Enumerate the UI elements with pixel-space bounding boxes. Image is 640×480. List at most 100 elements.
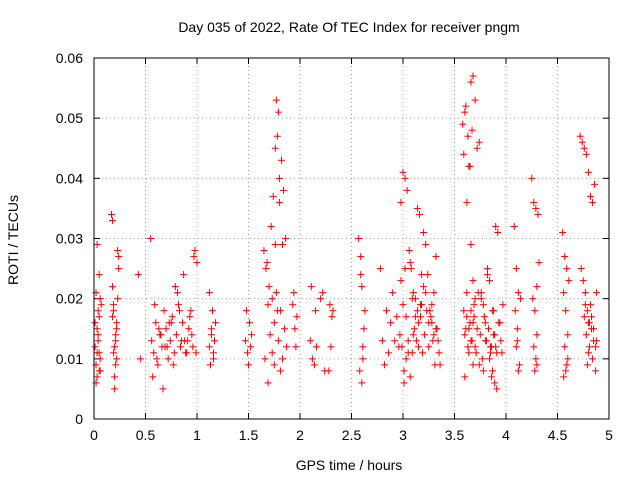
data-point xyxy=(358,379,366,387)
data-point xyxy=(479,367,487,375)
data-point xyxy=(134,271,142,279)
data-point xyxy=(246,319,254,327)
data-point xyxy=(430,331,438,339)
data-point xyxy=(412,337,420,345)
data-point xyxy=(401,174,409,182)
data-point xyxy=(110,349,118,357)
data-point xyxy=(516,295,524,303)
data-point xyxy=(205,289,213,297)
data-point xyxy=(583,361,591,369)
data-point xyxy=(172,331,180,339)
data-point xyxy=(460,307,468,315)
data-point xyxy=(469,319,477,327)
data-point xyxy=(561,253,569,261)
data-point xyxy=(430,289,438,297)
data-point xyxy=(406,259,414,267)
data-point xyxy=(376,265,384,273)
data-point xyxy=(531,367,539,375)
data-point xyxy=(479,301,487,309)
data-point xyxy=(164,355,172,363)
data-point xyxy=(494,228,502,236)
data-point xyxy=(356,367,364,375)
data-point xyxy=(483,265,491,273)
data-point xyxy=(495,319,503,327)
data-point xyxy=(582,331,590,339)
data-point xyxy=(584,168,592,176)
data-point xyxy=(512,343,520,351)
data-point xyxy=(533,283,541,291)
data-point xyxy=(136,355,144,363)
data-point xyxy=(564,355,572,363)
data-point xyxy=(564,331,572,339)
data-point xyxy=(474,289,482,297)
data-point xyxy=(307,283,315,291)
data-point xyxy=(413,204,421,212)
x-tick-label: 3.5 xyxy=(445,427,465,443)
data-point xyxy=(467,241,475,249)
data-point xyxy=(270,361,278,369)
x-tick-label: 3 xyxy=(399,427,407,443)
data-point xyxy=(397,198,405,206)
data-point xyxy=(115,253,123,261)
data-point xyxy=(290,289,298,297)
data-point xyxy=(93,241,101,249)
data-point xyxy=(417,301,425,309)
data-point xyxy=(185,325,193,333)
data-point xyxy=(513,325,521,333)
data-point xyxy=(419,349,427,357)
data-point xyxy=(261,355,269,363)
data-point xyxy=(562,307,570,315)
data-point xyxy=(319,289,327,297)
plot-frame xyxy=(93,57,610,420)
data-point xyxy=(492,343,500,351)
data-point xyxy=(111,373,119,381)
data-point xyxy=(360,325,368,333)
data-point xyxy=(475,138,483,146)
data-point xyxy=(150,349,158,357)
data-point xyxy=(329,307,337,315)
data-point xyxy=(475,361,483,369)
data-point xyxy=(425,343,433,351)
data-point xyxy=(533,361,541,369)
data-point xyxy=(427,313,435,321)
grid-lines xyxy=(94,58,609,419)
data-point xyxy=(163,343,171,351)
data-point xyxy=(264,301,272,309)
data-point xyxy=(270,319,278,327)
data-point xyxy=(208,307,216,315)
data-point xyxy=(160,307,168,315)
x-tick-label: 0 xyxy=(90,427,98,443)
data-point xyxy=(268,295,276,303)
data-point xyxy=(473,144,481,152)
data-point xyxy=(528,174,536,182)
data-point xyxy=(424,271,432,279)
data-point xyxy=(399,168,407,176)
data-point xyxy=(473,325,481,333)
data-point xyxy=(112,337,120,345)
data-point xyxy=(405,247,413,255)
data-point xyxy=(281,325,289,333)
data-point xyxy=(514,367,522,375)
data-point xyxy=(586,301,594,309)
data-point xyxy=(109,216,117,224)
data-point xyxy=(207,331,215,339)
data-point xyxy=(151,301,159,309)
y-tick-label: 0.05 xyxy=(56,110,83,126)
data-point xyxy=(577,265,585,273)
y-tick-label: 0.06 xyxy=(56,50,83,66)
data-point xyxy=(471,343,479,351)
data-point xyxy=(293,313,301,321)
data-point xyxy=(463,289,471,297)
data-point xyxy=(277,156,285,164)
data-point xyxy=(535,259,543,267)
data-point xyxy=(147,235,155,242)
data-point xyxy=(499,301,507,309)
data-point xyxy=(212,319,220,327)
data-point xyxy=(586,192,594,200)
data-point xyxy=(497,337,505,345)
data-point xyxy=(162,325,170,333)
data-point xyxy=(206,361,214,369)
x-tick-label: 2 xyxy=(296,427,304,443)
data-point xyxy=(478,355,486,363)
data-point xyxy=(413,307,421,315)
